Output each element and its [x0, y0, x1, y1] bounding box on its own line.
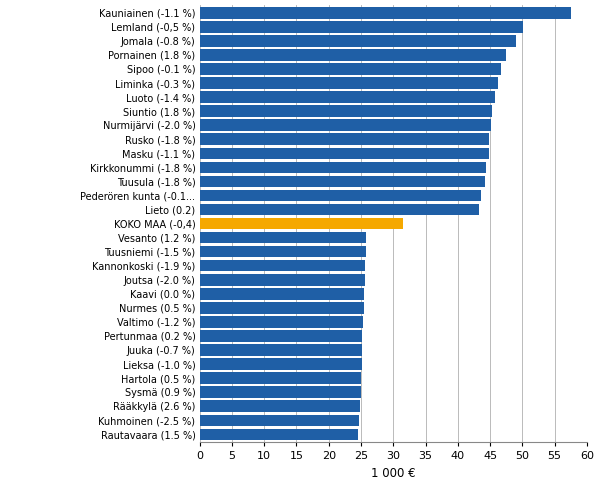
Bar: [200, 134, 489, 145]
Bar: [200, 91, 494, 103]
Bar: [200, 218, 403, 229]
Bar: [200, 63, 501, 75]
Bar: [200, 429, 358, 440]
Bar: [200, 358, 362, 370]
Bar: [200, 260, 365, 272]
Bar: [200, 175, 485, 187]
X-axis label: 1 000 €: 1 000 €: [371, 467, 416, 480]
Bar: [200, 372, 361, 384]
Bar: [200, 148, 489, 159]
Bar: [200, 386, 361, 398]
Bar: [200, 161, 486, 173]
Bar: [200, 190, 481, 201]
Bar: [200, 7, 571, 18]
Bar: [200, 330, 362, 342]
Bar: [200, 232, 366, 243]
Bar: [200, 105, 492, 117]
Bar: [200, 49, 506, 61]
Bar: [200, 204, 479, 215]
Bar: [200, 274, 365, 286]
Bar: [200, 316, 363, 328]
Bar: [200, 344, 362, 356]
Bar: [200, 21, 523, 33]
Bar: [200, 400, 360, 412]
Bar: [200, 77, 498, 89]
Bar: [200, 35, 516, 47]
Bar: [200, 302, 364, 313]
Bar: [200, 120, 491, 131]
Bar: [200, 288, 364, 299]
Bar: [200, 246, 365, 258]
Bar: [200, 415, 359, 426]
